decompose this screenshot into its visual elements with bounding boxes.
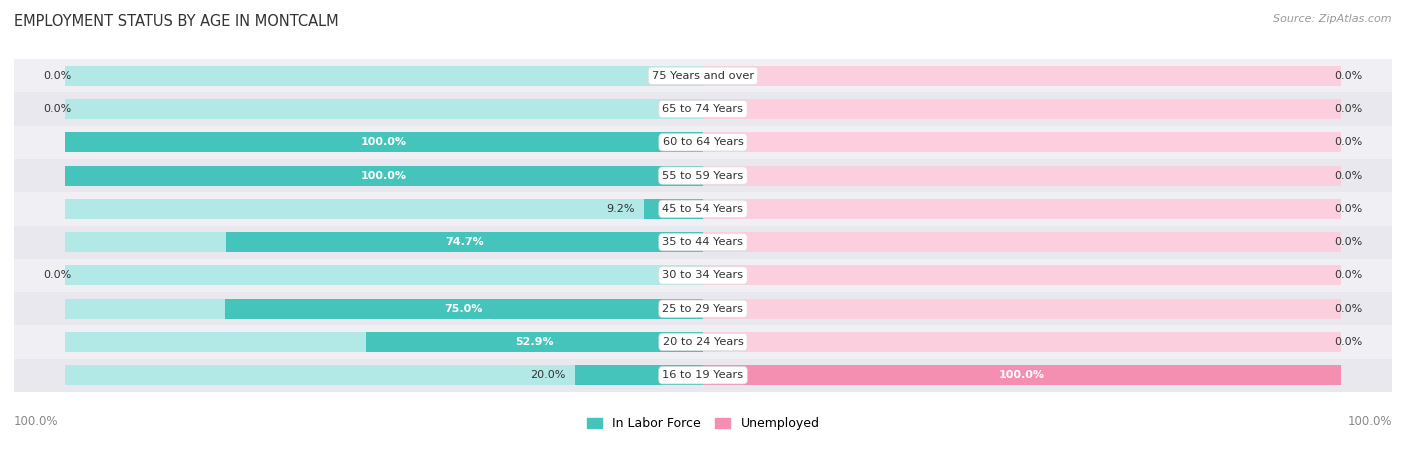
Bar <box>65 199 703 219</box>
Bar <box>0 325 1406 359</box>
Bar <box>65 332 703 352</box>
Text: EMPLOYMENT STATUS BY AGE IN MONTCALM: EMPLOYMENT STATUS BY AGE IN MONTCALM <box>14 14 339 28</box>
Bar <box>65 166 703 185</box>
Bar <box>703 166 1341 185</box>
Bar <box>65 132 703 152</box>
Text: 60 to 64 Years: 60 to 64 Years <box>662 137 744 147</box>
Text: 35 to 44 Years: 35 to 44 Years <box>662 237 744 247</box>
Text: 0.0%: 0.0% <box>44 271 72 281</box>
Bar <box>644 199 703 219</box>
Text: Source: ZipAtlas.com: Source: ZipAtlas.com <box>1274 14 1392 23</box>
Text: 74.7%: 74.7% <box>446 237 484 247</box>
Bar <box>703 132 1341 152</box>
Bar <box>65 365 703 385</box>
Bar <box>0 292 1406 325</box>
Text: 100.0%: 100.0% <box>14 415 59 428</box>
Text: 16 to 19 Years: 16 to 19 Years <box>662 370 744 380</box>
Bar <box>703 66 1341 86</box>
Bar <box>0 359 1406 392</box>
Text: 30 to 34 Years: 30 to 34 Years <box>662 271 744 281</box>
Bar <box>703 99 1341 119</box>
Text: 0.0%: 0.0% <box>1334 237 1362 247</box>
Bar <box>65 99 703 119</box>
Text: 0.0%: 0.0% <box>44 71 72 81</box>
Bar <box>703 365 1341 385</box>
Bar <box>0 159 1406 192</box>
Bar <box>366 332 703 352</box>
Text: 0.0%: 0.0% <box>1334 71 1362 81</box>
Text: 100.0%: 100.0% <box>998 370 1045 380</box>
Text: 0.0%: 0.0% <box>1334 170 1362 180</box>
Bar <box>225 299 703 319</box>
Bar <box>703 232 1341 252</box>
Text: 0.0%: 0.0% <box>1334 204 1362 214</box>
Bar <box>703 365 1341 385</box>
Text: 45 to 54 Years: 45 to 54 Years <box>662 204 744 214</box>
Text: 100.0%: 100.0% <box>361 170 408 180</box>
Bar <box>0 192 1406 226</box>
Text: 0.0%: 0.0% <box>44 104 72 114</box>
Text: 55 to 59 Years: 55 to 59 Years <box>662 170 744 180</box>
Bar <box>575 365 703 385</box>
Bar <box>0 226 1406 259</box>
Text: 65 to 74 Years: 65 to 74 Years <box>662 104 744 114</box>
Text: 0.0%: 0.0% <box>1334 304 1362 314</box>
Text: 20 to 24 Years: 20 to 24 Years <box>662 337 744 347</box>
Bar <box>65 266 703 285</box>
Bar <box>226 232 703 252</box>
Bar <box>703 266 1341 285</box>
Text: 25 to 29 Years: 25 to 29 Years <box>662 304 744 314</box>
Text: 52.9%: 52.9% <box>515 337 554 347</box>
Bar <box>703 299 1341 319</box>
Text: 100.0%: 100.0% <box>1347 415 1392 428</box>
Text: 0.0%: 0.0% <box>1334 104 1362 114</box>
Bar <box>65 299 703 319</box>
Text: 9.2%: 9.2% <box>606 204 634 214</box>
Text: 0.0%: 0.0% <box>1334 337 1362 347</box>
Text: 0.0%: 0.0% <box>1334 137 1362 147</box>
Bar <box>0 259 1406 292</box>
Bar <box>703 199 1341 219</box>
Text: 0.0%: 0.0% <box>1334 271 1362 281</box>
Text: 20.0%: 20.0% <box>530 370 565 380</box>
Bar <box>0 92 1406 126</box>
Text: 75.0%: 75.0% <box>444 304 484 314</box>
Bar <box>65 232 703 252</box>
Bar <box>65 132 703 152</box>
Bar <box>703 332 1341 352</box>
Text: 100.0%: 100.0% <box>361 137 408 147</box>
Text: 75 Years and over: 75 Years and over <box>652 71 754 81</box>
Legend: In Labor Force, Unemployed: In Labor Force, Unemployed <box>582 412 824 435</box>
Bar <box>65 66 703 86</box>
Bar <box>0 59 1406 92</box>
Bar <box>0 126 1406 159</box>
Bar <box>65 166 703 185</box>
